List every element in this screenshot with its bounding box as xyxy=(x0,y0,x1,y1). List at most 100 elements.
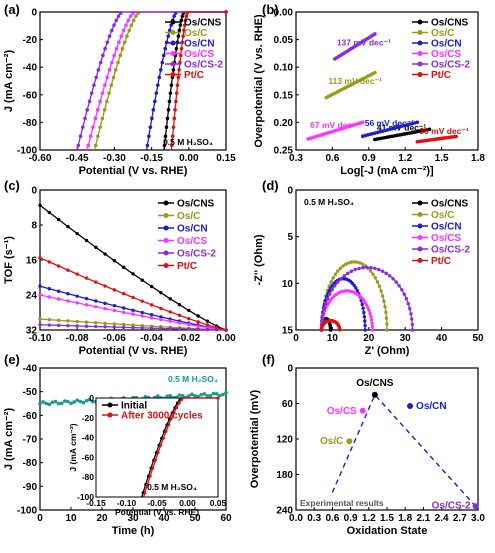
nyquist-osc-point xyxy=(344,262,348,266)
series-oscns-point xyxy=(179,18,184,23)
stability-point xyxy=(47,402,52,407)
x-tick-label: 1.8 xyxy=(398,513,412,524)
series-ptc-point xyxy=(173,108,177,112)
nyquist-oscs2-point xyxy=(394,280,398,284)
x-tick-label: 1.2 xyxy=(398,153,412,164)
nyquist-osc-point xyxy=(375,280,380,284)
nyquist-oscs2-point xyxy=(321,312,325,316)
series-oscns-point xyxy=(174,46,179,51)
y-tick-label: 120 xyxy=(276,435,293,446)
panel-label: (f) xyxy=(262,352,275,367)
nyquist-oscs-point xyxy=(370,324,375,329)
inset-after-point xyxy=(156,451,160,455)
series-osc-point xyxy=(120,46,125,51)
volcano-point xyxy=(346,438,353,445)
stability-point xyxy=(66,399,70,404)
tof-oscns-point xyxy=(149,284,154,289)
tof-ptc-point xyxy=(215,325,219,330)
stability-point xyxy=(199,392,203,397)
tof-osc-point xyxy=(131,323,135,327)
legend-entry: Os/C xyxy=(431,28,454,39)
series-oscs2-point xyxy=(96,68,101,72)
y-axis-label: J (mA cm⁻²) xyxy=(3,408,15,471)
nyquist-oscs-point xyxy=(370,321,374,325)
stability-point xyxy=(44,401,48,406)
tof-oscns-point xyxy=(47,210,51,215)
volcano-point-label: Os/CS-2 xyxy=(432,500,471,511)
nyquist-osc-point xyxy=(341,264,345,268)
legend-entry: Os/C xyxy=(184,28,207,39)
series-osc-point xyxy=(98,125,102,130)
series-oscn-point xyxy=(147,134,151,139)
nyquist-osc-point xyxy=(384,310,388,315)
y-tick-label: -40 xyxy=(23,364,38,375)
x-tick-label: 0.3 xyxy=(307,513,321,524)
nyquist-oscs2-point xyxy=(380,269,385,273)
x-tick-label: -0.04 xyxy=(140,333,163,344)
series-oscn-point xyxy=(160,60,165,65)
y-tick-label: -40 xyxy=(23,63,38,74)
stability-point xyxy=(56,401,61,406)
tof-oscs-point xyxy=(177,321,182,325)
tof-ptc-point xyxy=(140,299,144,303)
series-osc-point xyxy=(109,83,114,87)
tof-ptc-point xyxy=(224,328,228,332)
series-oscs2-point xyxy=(103,46,107,51)
tafel-oscs2-point xyxy=(373,32,377,36)
y-tick-label: -60 xyxy=(23,90,38,101)
series-oscns-point xyxy=(167,99,172,104)
tof-ptc-point xyxy=(47,260,51,264)
stability-point xyxy=(180,393,185,398)
tof-oscn-point xyxy=(47,287,51,291)
stability-point xyxy=(63,399,67,403)
nyquist-oscs2-point xyxy=(325,297,330,301)
x-tick-label: 10 xyxy=(327,333,339,344)
tof-oscns-point xyxy=(196,314,200,318)
legend-marker xyxy=(417,223,423,229)
x-tick-label: -0.06 xyxy=(103,333,126,344)
legend-entry: After 3000 cycles xyxy=(121,411,203,422)
tof-oscs-point xyxy=(149,316,154,320)
nyquist-oscn-point xyxy=(362,315,367,319)
legend-marker xyxy=(170,51,176,56)
y-tick-label: 0.10 xyxy=(274,63,294,74)
nyquist-oscs2-point xyxy=(342,274,346,278)
series-ptc-point xyxy=(178,53,183,58)
tof-ptc-point xyxy=(66,268,70,272)
tof-oscs2-point xyxy=(103,325,107,329)
stability-point xyxy=(78,399,83,404)
y-axis-label: J (mA cm⁻²) xyxy=(3,50,15,113)
series-oscn-point xyxy=(163,46,168,51)
nyquist-oscn-point xyxy=(362,310,366,315)
y-tick-label: 32 xyxy=(26,326,38,337)
legend-marker xyxy=(417,51,423,56)
legend-marker xyxy=(170,72,176,77)
series-ptc-point xyxy=(181,34,185,38)
inset-y-tick: -100 xyxy=(77,492,94,502)
series-osc-point xyxy=(105,99,109,104)
series-ptc-point xyxy=(185,11,189,15)
series-osc-point xyxy=(122,40,127,45)
tof-oscs-point xyxy=(187,322,191,327)
stability-point xyxy=(41,400,45,404)
plot-frame xyxy=(295,11,479,151)
nyquist-osc-point xyxy=(349,260,354,264)
series-ptc-point xyxy=(182,28,186,33)
tafel-oscs-point xyxy=(360,120,365,125)
tof-oscs2-point xyxy=(84,324,89,328)
series-ptc-point xyxy=(179,46,184,51)
nyquist-osc-point xyxy=(338,266,343,270)
y-tick-label: -90 xyxy=(23,482,38,493)
y-tick-label: -60 xyxy=(23,411,38,422)
x-tick-label: 20 xyxy=(96,513,108,524)
legend-entry: Initial xyxy=(121,401,147,412)
tof-osc-point xyxy=(94,321,98,325)
nyquist-oscs2-point xyxy=(402,292,406,296)
x-tick-label: 40 xyxy=(436,333,448,344)
legend-marker xyxy=(163,263,169,268)
legend-entry: Os/CS-2 xyxy=(184,60,223,71)
tof-ptc-point xyxy=(38,256,42,260)
x-axis-label: Potential (V vs. RHE) xyxy=(79,165,188,177)
tof-ptc-point xyxy=(187,316,191,321)
series-ptc-point xyxy=(180,40,185,45)
